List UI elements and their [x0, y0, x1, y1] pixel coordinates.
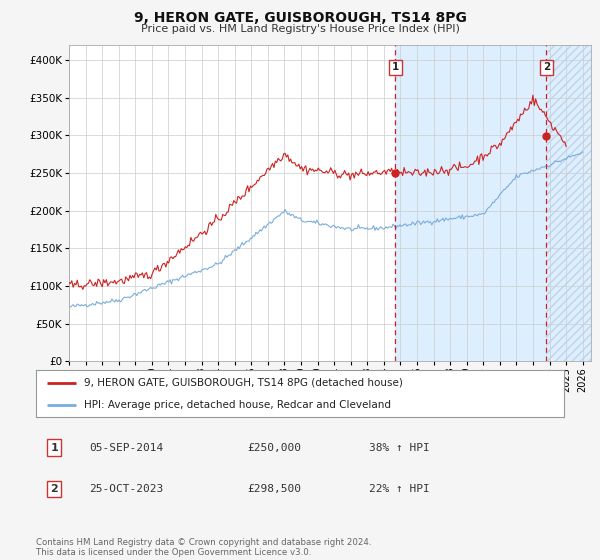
Text: 1: 1 [50, 442, 58, 452]
Text: HPI: Average price, detached house, Redcar and Cleveland: HPI: Average price, detached house, Redc… [83, 400, 391, 410]
Bar [547, 45, 591, 361]
Text: 05-SEP-2014: 05-SEP-2014 [89, 442, 163, 452]
Text: 9, HERON GATE, GUISBOROUGH, TS14 8PG (detached house): 9, HERON GATE, GUISBOROUGH, TS14 8PG (de… [83, 378, 403, 388]
Bar [547, 45, 591, 361]
Text: Contains HM Land Registry data © Crown copyright and database right 2024.
This d: Contains HM Land Registry data © Crown c… [36, 538, 371, 557]
Text: 2: 2 [543, 62, 550, 72]
Text: 38% ↑ HPI: 38% ↑ HPI [368, 442, 430, 452]
Text: 2: 2 [50, 484, 58, 494]
Text: 22% ↑ HPI: 22% ↑ HPI [368, 484, 430, 494]
Bar [395, 45, 547, 361]
Text: 9, HERON GATE, GUISBOROUGH, TS14 8PG: 9, HERON GATE, GUISBOROUGH, TS14 8PG [134, 11, 466, 25]
Text: 25-OCT-2023: 25-OCT-2023 [89, 484, 163, 494]
Text: £250,000: £250,000 [247, 442, 301, 452]
Text: 1: 1 [392, 62, 399, 72]
Text: Price paid vs. HM Land Registry's House Price Index (HPI): Price paid vs. HM Land Registry's House … [140, 24, 460, 34]
Text: £298,500: £298,500 [247, 484, 301, 494]
